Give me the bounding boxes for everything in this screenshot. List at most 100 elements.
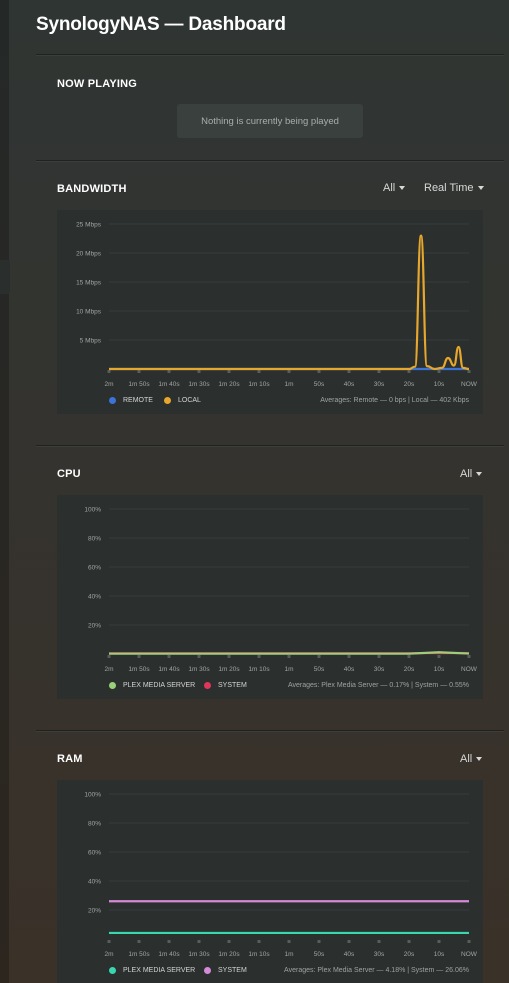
x-tick-mark bbox=[347, 370, 351, 373]
x-tick-label: 40s bbox=[344, 951, 355, 958]
y-tick-label: 60% bbox=[88, 850, 101, 857]
x-tick-mark bbox=[107, 655, 111, 658]
remote-dot-icon bbox=[109, 397, 116, 404]
x-tick-mark bbox=[407, 655, 411, 658]
x-tick-label: 1m 10s bbox=[248, 381, 270, 388]
chevron-down-icon bbox=[476, 757, 483, 761]
legend-remote[interactable]: REMOTE bbox=[109, 397, 153, 404]
x-tick-label: 1m 40s bbox=[158, 951, 180, 958]
x-tick-label: 1m 30s bbox=[188, 951, 210, 958]
x-tick-label: 1m 50s bbox=[128, 666, 150, 673]
x-tick-mark bbox=[197, 940, 201, 943]
x-tick-mark bbox=[317, 940, 321, 943]
y-tick-label: 100% bbox=[84, 792, 101, 799]
x-tick-label: 10s bbox=[434, 381, 445, 388]
bandwidth-chart-panel: 25 Mbps 20 Mbps 15 Mbps 10 Mbps 5 Mbps 2m 1m 5… bbox=[57, 210, 483, 414]
x-tick-label: 30s bbox=[374, 666, 385, 673]
x-tick-mark bbox=[107, 940, 111, 943]
now-playing-title: NOW PLAYING bbox=[57, 78, 138, 90]
x-tick-label: 1m 20s bbox=[218, 381, 240, 388]
series-line-local bbox=[109, 234, 470, 371]
page-title: SynologyNAS — Dashboard bbox=[36, 14, 286, 35]
x-tick-mark bbox=[167, 655, 171, 658]
x-tick-mark bbox=[287, 370, 291, 373]
sidebar-toggle-handle[interactable] bbox=[0, 260, 10, 294]
x-tick-mark bbox=[137, 655, 141, 658]
chevron-down-icon bbox=[476, 472, 483, 476]
bandwidth-range-label: Real Time bbox=[424, 182, 474, 194]
chevron-down-icon bbox=[477, 186, 484, 190]
y-tick-label: 15 Mbps bbox=[76, 280, 102, 287]
cpu-chart: 100% 80% 60% 40% 20% 2m 1m 50s 1m 40s 1m 30s 1m 2… bbox=[84, 507, 478, 674]
x-tick-mark bbox=[317, 655, 321, 658]
x-tick-label: 1m bbox=[284, 951, 293, 958]
x-tick-label: 1m 30s bbox=[188, 381, 210, 388]
x-tick-label: 50s bbox=[314, 381, 325, 388]
legend-local[interactable]: LOCAL bbox=[164, 397, 201, 404]
plex-dot-icon bbox=[109, 967, 116, 974]
cpu-title: CPU bbox=[57, 468, 81, 480]
x-tick-label: 20s bbox=[404, 951, 415, 958]
ram-chart-panel: 100% 80% 60% 40% 20% 2m 1m 50s 1m 40s 1m 30s 1m 2… bbox=[57, 780, 483, 983]
legend-plex[interactable]: PLEX MEDIA SERVER bbox=[109, 682, 195, 689]
x-tick-mark bbox=[257, 370, 261, 373]
x-tick-mark bbox=[287, 940, 291, 943]
x-tick-label: 1m 10s bbox=[248, 666, 270, 673]
bandwidth-filter-dropdown[interactable]: All bbox=[383, 182, 406, 194]
cpu-chart-panel: 100% 80% 60% 40% 20% 2m 1m 50s 1m 40s 1m 30s 1m 2… bbox=[57, 495, 483, 699]
x-tick-mark bbox=[137, 370, 141, 373]
cpu-averages: Averages: Plex Media Server — 0.17% | Sy… bbox=[287, 682, 469, 689]
y-tick-label: 60% bbox=[88, 565, 101, 572]
x-tick-label: 1m bbox=[284, 381, 293, 388]
x-tick-mark bbox=[257, 940, 261, 943]
x-tick-label: 2m bbox=[104, 381, 113, 388]
cpu-filter-dropdown[interactable]: All bbox=[460, 468, 483, 480]
legend-system-label: SYSTEM bbox=[218, 967, 247, 974]
x-tick-label: 1m 30s bbox=[188, 666, 210, 673]
x-tick-mark bbox=[467, 940, 471, 943]
legend-system[interactable]: SYSTEM bbox=[204, 682, 247, 689]
local-dot-icon bbox=[164, 397, 171, 404]
x-tick-label: 1m bbox=[284, 666, 293, 673]
ram-filter-dropdown[interactable]: All bbox=[460, 753, 483, 765]
legend-plex[interactable]: PLEX MEDIA SERVER bbox=[109, 967, 195, 974]
system-dot-icon bbox=[204, 967, 211, 974]
x-tick-mark bbox=[107, 370, 111, 373]
x-tick-mark bbox=[257, 655, 261, 658]
series-line-plex-media-server bbox=[109, 651, 470, 655]
x-tick-label: 50s bbox=[314, 666, 325, 673]
bandwidth-legend: REMOTE LOCAL Averages: Remote — 0 bps | … bbox=[57, 397, 483, 411]
x-tick-mark bbox=[407, 940, 411, 943]
ram-legend: PLEX MEDIA SERVER SYSTEM Averages: Plex … bbox=[57, 967, 483, 981]
x-tick-mark bbox=[197, 370, 201, 373]
x-tick-mark bbox=[197, 655, 201, 658]
x-tick-label: 10s bbox=[434, 666, 445, 673]
y-tick-label: 20% bbox=[88, 908, 101, 915]
chevron-down-icon bbox=[399, 186, 406, 190]
x-tick-label: 1m 10s bbox=[248, 951, 270, 958]
x-tick-mark bbox=[437, 370, 441, 373]
bandwidth-title: BANDWIDTH bbox=[57, 183, 127, 195]
x-tick-mark bbox=[437, 940, 441, 943]
legend-system[interactable]: SYSTEM bbox=[204, 967, 247, 974]
x-tick-label: 1m 20s bbox=[218, 951, 240, 958]
now-playing-empty: Nothing is currently being played bbox=[177, 104, 363, 138]
x-tick-label: 30s bbox=[374, 951, 385, 958]
bandwidth-range-dropdown[interactable]: Real Time bbox=[424, 182, 484, 194]
x-tick-mark bbox=[137, 940, 141, 943]
bandwidth-averages: Averages: Remote — 0 bps | Local — 402 K… bbox=[320, 397, 469, 404]
x-tick-label: NOW bbox=[461, 381, 478, 388]
x-tick-mark bbox=[467, 655, 471, 658]
x-tick-mark bbox=[167, 370, 171, 373]
x-tick-mark bbox=[347, 655, 351, 658]
x-tick-label: 20s bbox=[404, 381, 415, 388]
x-tick-label: 40s bbox=[344, 666, 355, 673]
y-tick-label: 40% bbox=[88, 594, 101, 601]
x-tick-label: NOW bbox=[461, 666, 478, 673]
x-tick-mark bbox=[227, 655, 231, 658]
x-tick-label: 2m bbox=[104, 666, 113, 673]
x-tick-mark bbox=[467, 370, 471, 373]
legend-remote-label: REMOTE bbox=[123, 397, 153, 404]
ram-chart: 100% 80% 60% 40% 20% 2m 1m 50s 1m 40s 1m 30s 1m 2… bbox=[84, 792, 477, 959]
cpu-filter-label: All bbox=[460, 468, 473, 480]
